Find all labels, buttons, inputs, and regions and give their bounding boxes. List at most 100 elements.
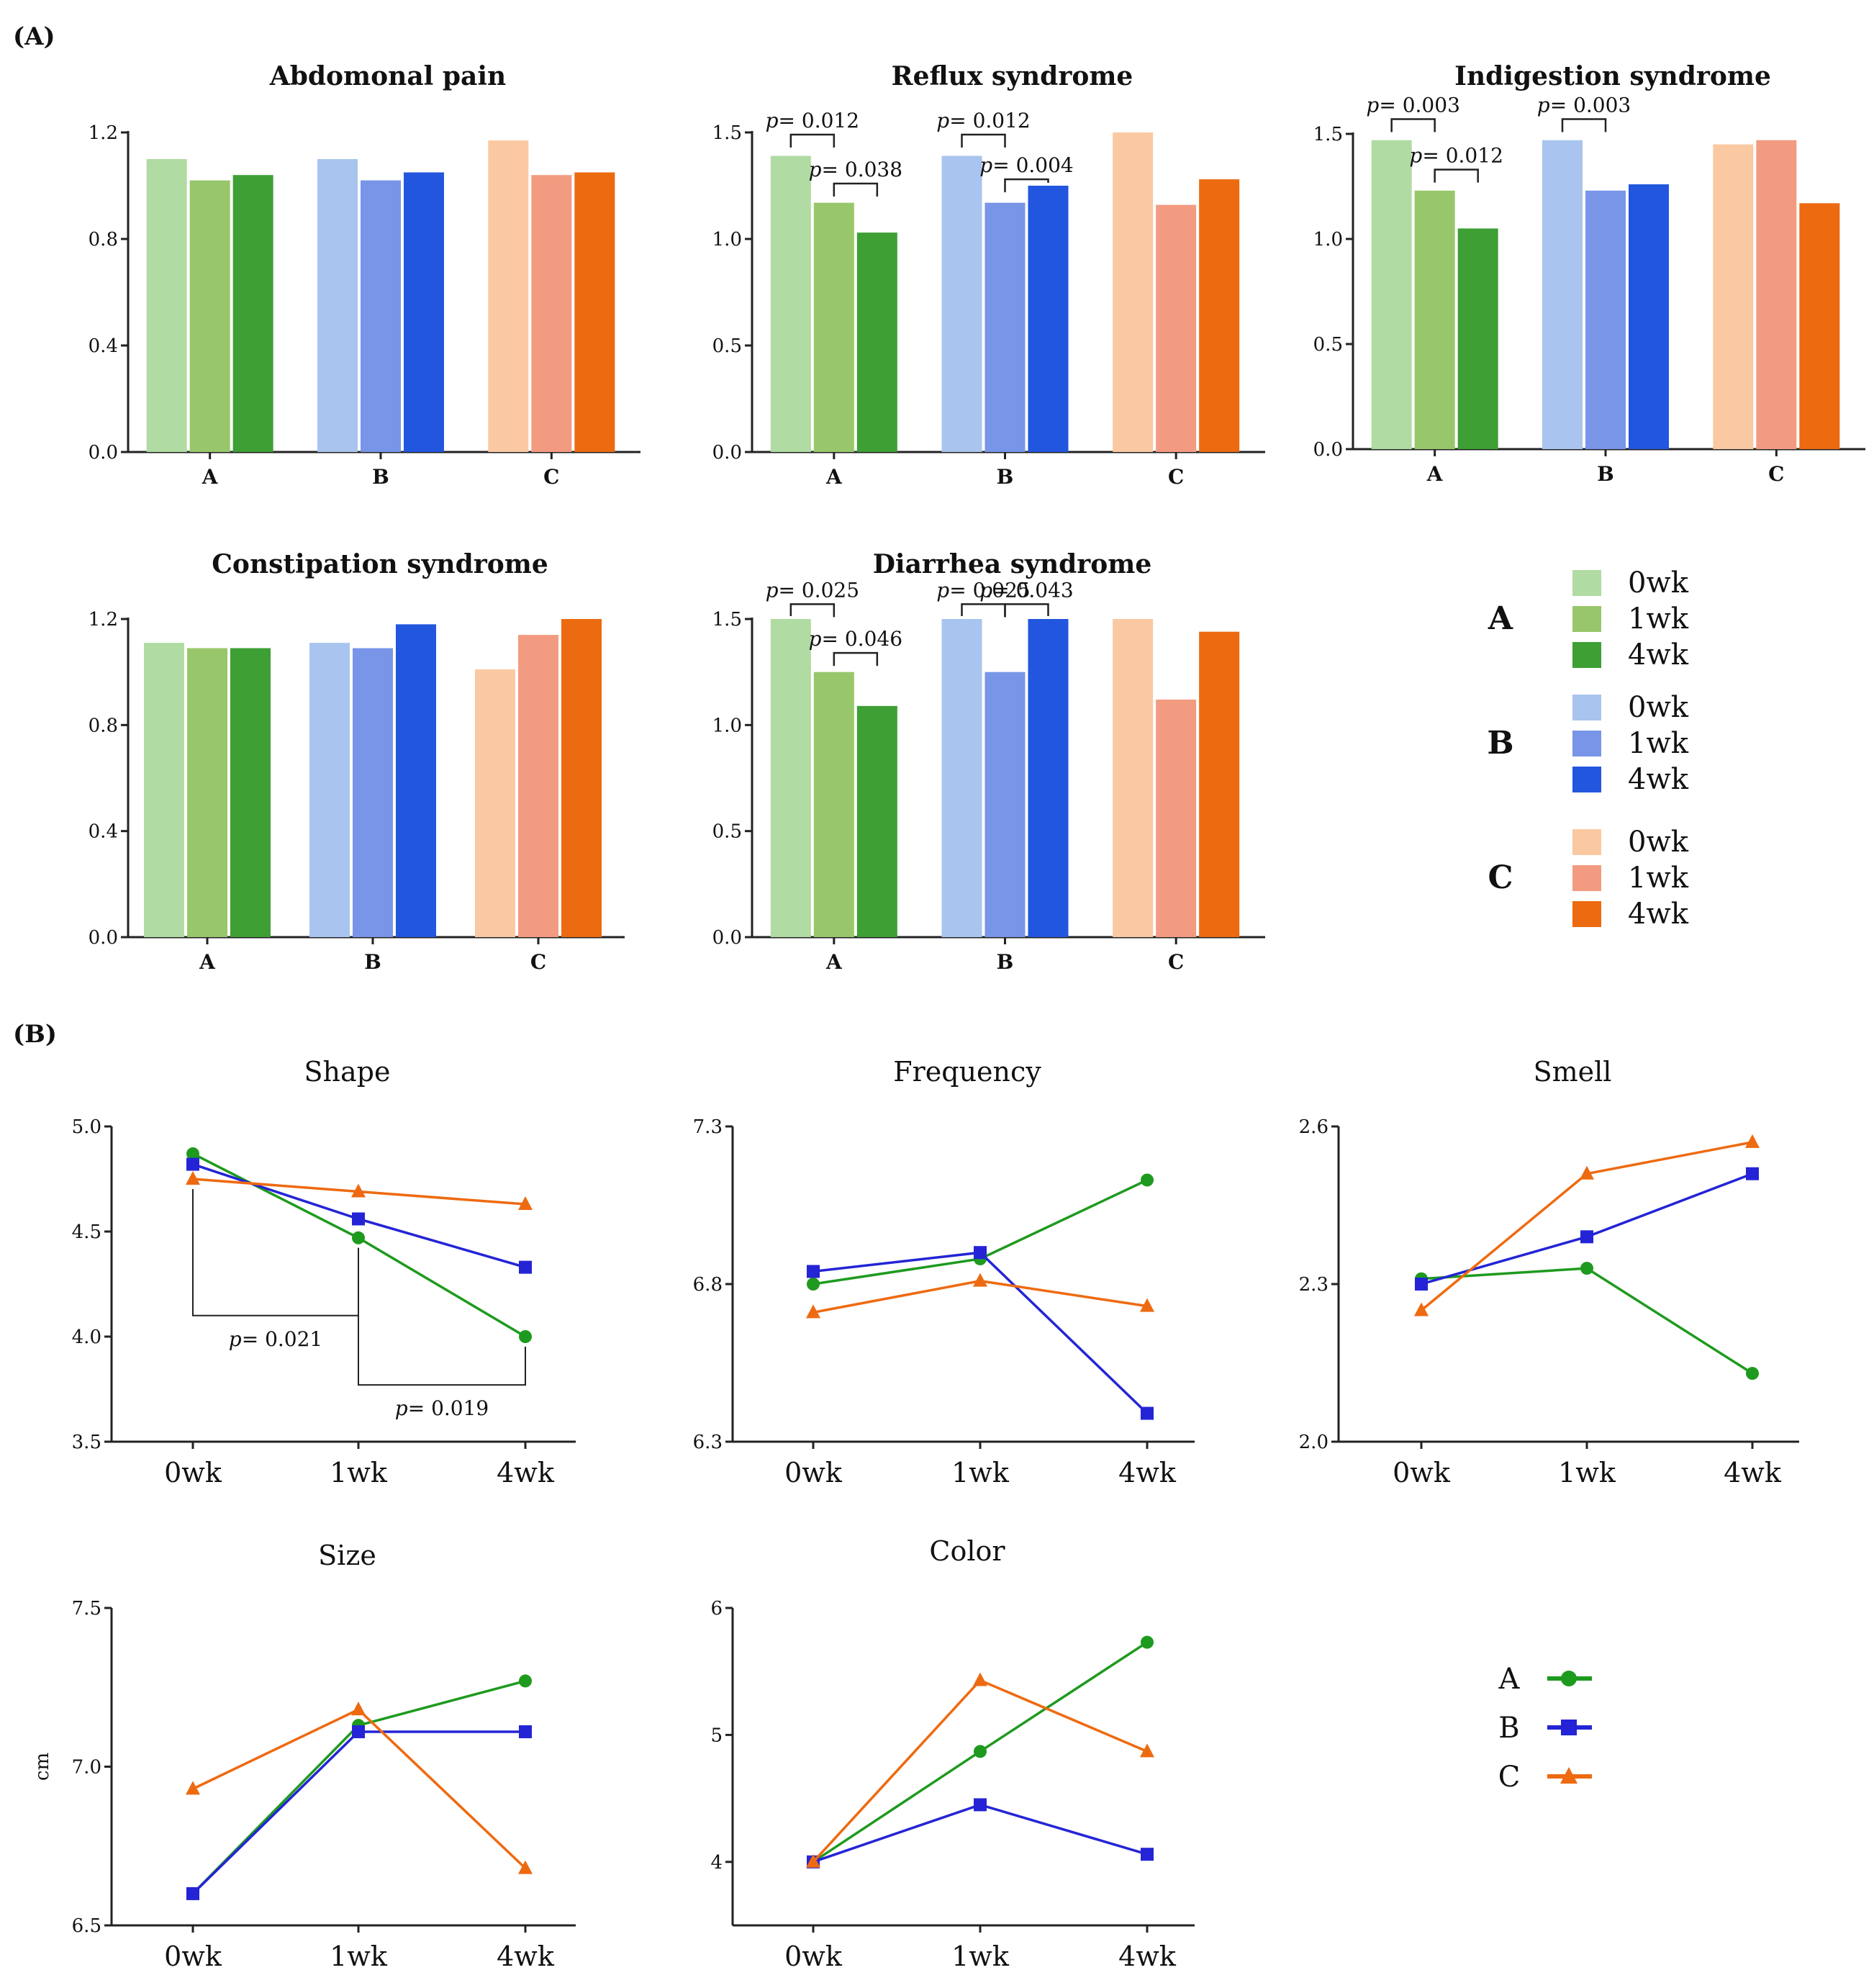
p-value-label: p= 0.021 xyxy=(229,1327,322,1351)
y-tick-label: 0.5 xyxy=(1313,334,1343,356)
p-value-label: p= 0.025 xyxy=(936,578,1030,602)
legend-swatch-A-4wk xyxy=(1572,642,1601,668)
legend-group-label: A xyxy=(1488,600,1513,637)
point-A-4wk xyxy=(1746,1367,1759,1381)
y-tick-label: 1.2 xyxy=(89,122,118,144)
point-B-1wk xyxy=(974,1798,987,1812)
bar-C-0wk xyxy=(1113,619,1154,937)
bar-chart-4: Constipation syndrome 0.0 0.4 0.8 1.2 A B C xyxy=(89,549,625,974)
y-tick-label: 0.8 xyxy=(89,229,118,250)
y-tick-label: 0.0 xyxy=(89,442,118,464)
legend-label: 4wk xyxy=(1628,763,1689,796)
p-value-label: p= 0.025 xyxy=(766,578,859,602)
bar-chart-5: Diarrhea syndrome 0.0 0.5 1.0 1.5 A B Cp= 0.025… xyxy=(712,549,1265,974)
x-tick-label: A xyxy=(825,950,843,974)
chart-title: Abdomonal pain xyxy=(269,61,506,91)
x-tick-label: B xyxy=(997,950,1014,974)
bar-C-1wk xyxy=(1156,204,1197,452)
legend-label: 0wk xyxy=(1628,826,1689,859)
x-tick-label: B xyxy=(364,950,381,974)
y-tick-label: 0.0 xyxy=(712,927,742,949)
y-tick-label: 1.5 xyxy=(1313,124,1343,145)
significance-bracket xyxy=(1004,178,1049,193)
point-C-4wk xyxy=(1140,1298,1154,1312)
bar-B-0wk xyxy=(941,619,982,937)
legend-swatch-B-0wk xyxy=(1572,695,1601,720)
point-C-4wk xyxy=(1140,1743,1154,1758)
x-tick-label: B xyxy=(1597,462,1614,486)
bar-B-4wk xyxy=(1629,184,1669,449)
significance-bracket xyxy=(789,603,836,618)
bar-B-1wk xyxy=(1585,190,1626,449)
bar-A-1wk xyxy=(187,648,227,937)
line-chart-8: Smell 2.0 2.3 2.6 0wk 1wk 4wk xyxy=(1299,1056,1799,1488)
x-tick-label: 1wk xyxy=(1558,1457,1616,1488)
x-tick-label: C xyxy=(1768,462,1784,486)
x-tick-label: 1wk xyxy=(951,1940,1010,1972)
x-tick-label: 0wk xyxy=(784,1940,843,1972)
point-C-0wk xyxy=(806,1853,820,1868)
legend-swatch-B-4wk xyxy=(1572,767,1601,792)
significance-bracket xyxy=(961,133,1006,148)
legend-swatch-A-1wk xyxy=(1572,606,1601,632)
panel-label-b: (B) xyxy=(13,1020,57,1049)
bar-A-0wk xyxy=(1371,140,1412,449)
point-C-0wk xyxy=(186,1171,200,1185)
x-tick-label: A xyxy=(202,465,219,489)
x-tick-label: 1wk xyxy=(330,1457,388,1488)
y-tick-label: 6.3 xyxy=(693,1432,723,1453)
x-tick-label: 4wk xyxy=(1724,1457,1782,1488)
point-C-1wk xyxy=(973,1273,987,1287)
y-tick-label: 6.8 xyxy=(693,1274,723,1296)
y-tick-label: 7.5 xyxy=(72,1598,101,1619)
y-tick-label: 4.0 xyxy=(72,1327,101,1348)
bar-C-1wk xyxy=(531,175,572,452)
bar-A-0wk xyxy=(146,159,187,452)
significance-bracket xyxy=(833,651,879,667)
x-tick-label: 4wk xyxy=(497,1457,555,1488)
y-tick-label: 1.0 xyxy=(712,715,742,736)
y-tick-label: 0.4 xyxy=(89,335,118,357)
bar-C-4wk xyxy=(1799,203,1840,449)
chart-title: Color xyxy=(929,1535,1005,1567)
legend-group-label: C xyxy=(1488,859,1513,896)
point-A-0wk xyxy=(186,1147,199,1160)
y-tick-label: 6 xyxy=(710,1598,723,1619)
legend-label: 1wk xyxy=(1628,727,1689,760)
p-value-label: p= 0.043 xyxy=(979,578,1073,602)
x-tick-label: C xyxy=(543,465,559,489)
x-tick-label: C xyxy=(1168,950,1184,974)
point-B-1wk xyxy=(1580,1230,1593,1244)
legend-swatch-C-1wk xyxy=(1572,865,1601,891)
bar-A-1wk xyxy=(1414,190,1455,449)
point-A-1wk xyxy=(974,1745,987,1758)
p-value-label: p= 0.003 xyxy=(1366,94,1459,117)
significance-bracket xyxy=(1004,603,1049,618)
y-tick-label: 1.0 xyxy=(1313,229,1343,250)
point-B-4wk xyxy=(1746,1167,1759,1180)
y-tick-label: 1.0 xyxy=(712,229,742,250)
bar-C-4wk xyxy=(1199,179,1240,452)
x-tick-label: 4wk xyxy=(1118,1940,1177,1972)
series-line-B xyxy=(191,1730,525,1895)
point-B-4wk xyxy=(1141,1406,1154,1420)
line-chart-10: Color 4 5 6 0wk 1wk 4wk xyxy=(710,1535,1195,1972)
p-value-label: p= 0.012 xyxy=(766,109,859,132)
bar-B-0wk xyxy=(309,643,350,937)
p-value-label: p= 0.003 xyxy=(1537,94,1631,117)
bar-C-0wk xyxy=(1113,132,1154,452)
point-C-4wk xyxy=(518,1196,533,1211)
chart-title: Shape xyxy=(304,1056,391,1088)
bar-B-1wk xyxy=(353,648,393,937)
significance-bracket xyxy=(358,1247,526,1386)
bar-C-0wk xyxy=(488,140,529,452)
legend-swatch-B-1wk xyxy=(1572,731,1601,756)
x-tick-label: 1wk xyxy=(330,1940,388,1972)
line-chart-7: Frequency 6.3 6.8 7.3 0wk 1wk 4wk xyxy=(693,1056,1195,1488)
point-B-4wk xyxy=(519,1260,532,1274)
legend-marker-A xyxy=(1561,1671,1577,1686)
chart-title: Smell xyxy=(1534,1056,1612,1088)
bar-chart-3: Indigestion syndrome 0.0 0.5 1.0 1.5 A B Cp= 0.… xyxy=(1313,61,1865,486)
bar-A-0wk xyxy=(770,619,811,937)
legend-swatch-A-0wk xyxy=(1572,570,1601,596)
